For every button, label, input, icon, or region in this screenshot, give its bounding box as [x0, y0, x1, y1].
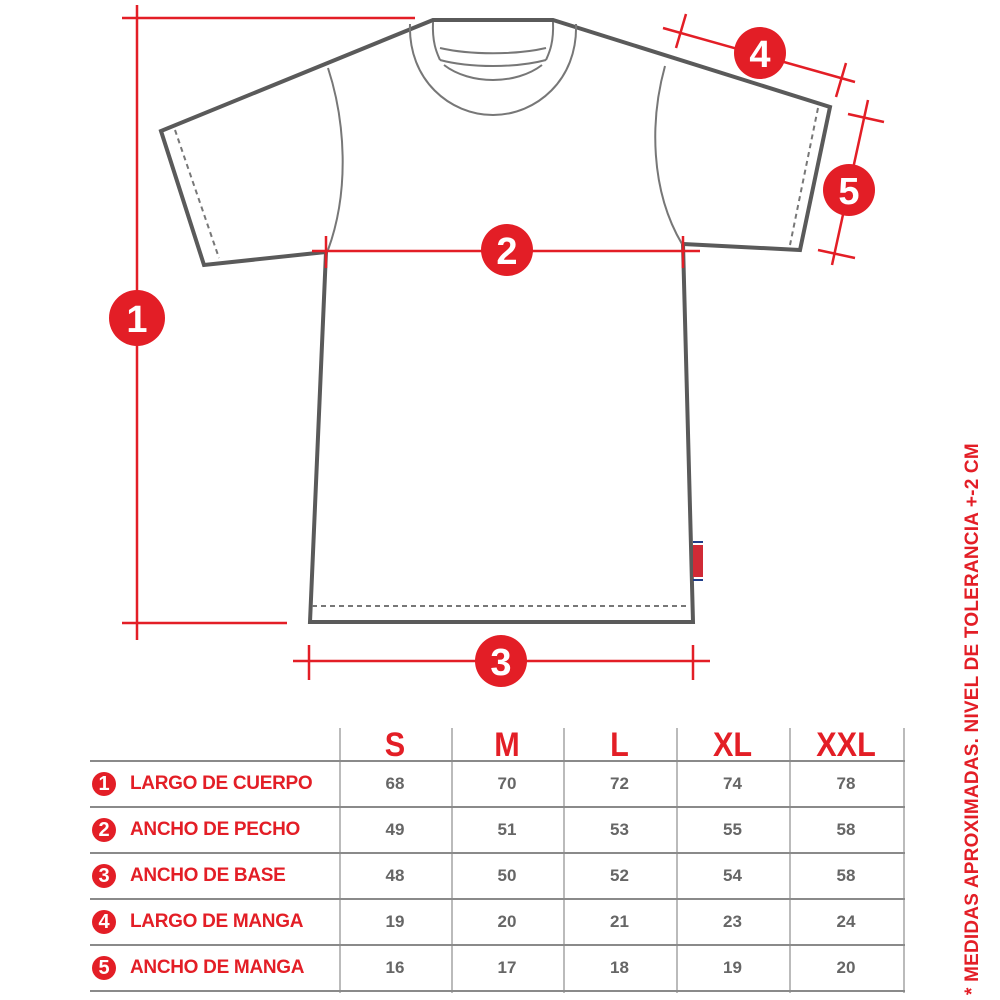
table-cell: 16: [385, 958, 405, 977]
row-label: 4 LARGO DE MANGA: [90, 899, 303, 945]
row-number-badge: 2: [92, 818, 116, 842]
column-divider: [903, 728, 905, 993]
row-number-badge: 4: [92, 910, 116, 934]
table-cell: 52: [610, 866, 629, 885]
measure-name: LARGO DE MANGA: [130, 911, 304, 932]
column-divider: [676, 728, 678, 993]
marker-2: 2: [481, 224, 533, 276]
table-cell: 20: [836, 958, 856, 977]
measure-name: ANCHO DE BASE: [130, 865, 286, 886]
size-header-xl: XL: [712, 726, 753, 764]
row-label: 2 ANCHO DE PECHO: [90, 807, 300, 853]
measure-name: ANCHO DE PECHO: [130, 819, 300, 840]
column-divider: [789, 728, 791, 993]
row-divider: [90, 898, 905, 900]
table-cell: 78: [836, 774, 856, 793]
measure-name: LARGO DE CUERPO: [130, 773, 313, 794]
row-number-badge: 1: [92, 772, 116, 796]
tolerance-note: * MEDIDAS APROXIMADAS. NIVEL DE TOLERANC…: [962, 443, 983, 995]
marker-3: 3: [475, 635, 527, 687]
table-cell: 50: [497, 866, 517, 885]
table-cell: 53: [610, 820, 629, 839]
table-cell: 70: [497, 774, 517, 793]
table-cell: 55: [723, 820, 742, 839]
row-divider: [90, 760, 905, 762]
row-number-badge: 3: [92, 864, 116, 888]
svg-text:4: 4: [749, 34, 770, 76]
table-cell: 72: [610, 774, 629, 793]
table-cell: 21: [610, 912, 629, 931]
table-cell: 20: [497, 912, 517, 931]
marker-4: 4: [734, 27, 786, 79]
table-cell: 58: [836, 866, 856, 885]
tshirt-diagram: 1 2 3 4 5: [109, 5, 885, 687]
svg-text:5: 5: [838, 171, 859, 213]
row-divider: [90, 852, 905, 854]
table-cell: 48: [385, 866, 405, 885]
size-header-xxl: XXL: [816, 726, 876, 764]
size-header-l: L: [610, 726, 629, 764]
row-label: 5 ANCHO DE MANGA: [90, 945, 304, 991]
table-cell: 49: [385, 820, 405, 839]
table-cell: 68: [385, 774, 405, 793]
column-divider: [451, 728, 453, 993]
row-divider: [90, 990, 905, 992]
table-cell: 74: [723, 774, 742, 793]
size-header-s: S: [384, 726, 406, 764]
tshirt-outline: [158, 18, 833, 624]
collar: [408, 21, 578, 117]
table-cell: 58: [836, 820, 856, 839]
row-label: 3 ANCHO DE BASE: [90, 853, 286, 899]
row-divider: [90, 806, 905, 808]
row-number-badge: 5: [92, 956, 116, 980]
table-cell: 17: [497, 958, 517, 977]
table-cell: 51: [497, 820, 517, 839]
svg-text:2: 2: [496, 231, 517, 273]
seams: [327, 65, 683, 251]
table-cell: 19: [385, 912, 405, 931]
marker-1: 1: [109, 290, 165, 346]
table-cell: 18: [610, 958, 629, 977]
table-cell: 24: [836, 912, 856, 931]
table-cell: 19: [723, 958, 742, 977]
column-divider: [339, 728, 341, 993]
row-label: 1 LARGO DE CUERPO: [90, 761, 313, 807]
measure-name: ANCHO DE MANGA: [130, 957, 305, 978]
table-cell: 54: [723, 866, 742, 885]
svg-text:1: 1: [126, 299, 147, 341]
size-header-m: M: [494, 726, 520, 764]
column-divider: [563, 728, 565, 993]
side-tag: [693, 541, 703, 581]
table-cell: 23: [723, 912, 742, 931]
marker-5: 5: [823, 164, 875, 216]
svg-text:3: 3: [490, 642, 511, 684]
stitching: [174, 107, 819, 607]
row-divider: [90, 944, 905, 946]
